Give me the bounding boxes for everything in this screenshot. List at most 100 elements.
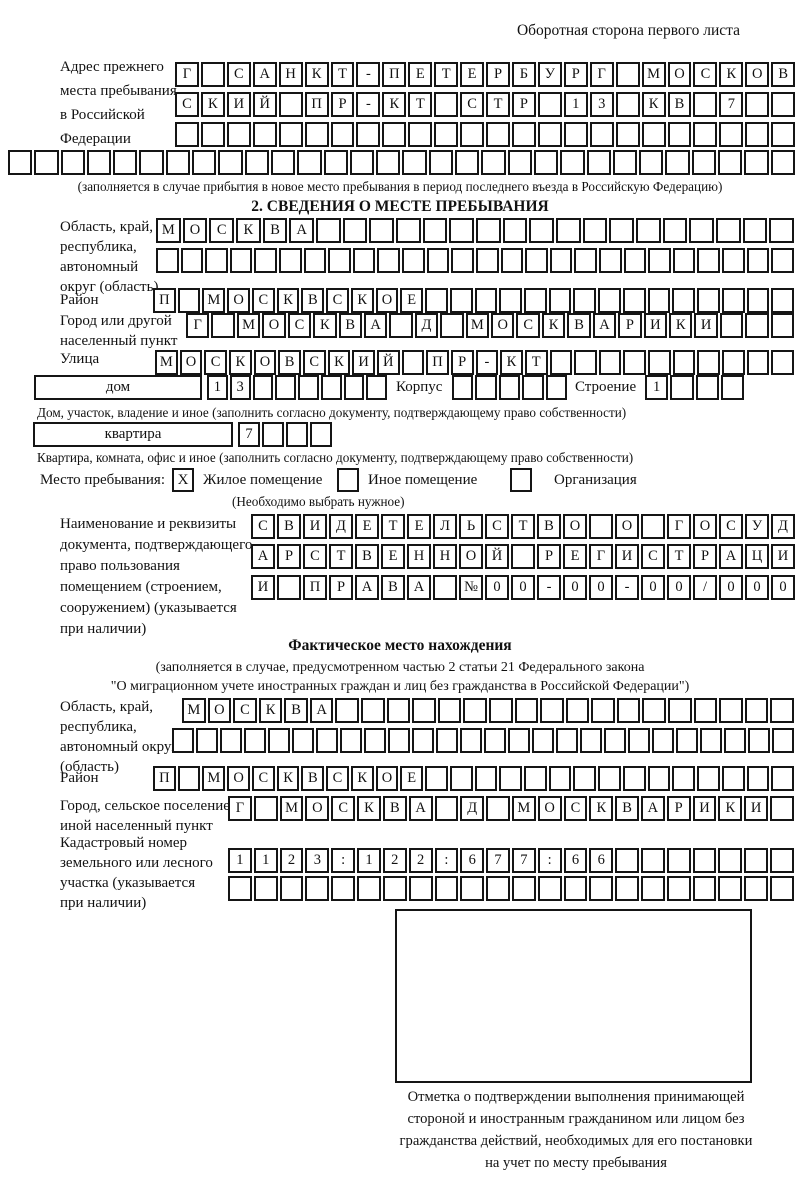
char-cell[interactable]: М (511, 796, 536, 821)
char-cell[interactable]: Й (485, 544, 509, 569)
char-cell[interactable]: С (233, 698, 257, 723)
char-cell[interactable] (252, 375, 274, 400)
char-cell[interactable]: Д (771, 514, 795, 539)
char-cell[interactable]: И (251, 575, 275, 600)
char-cell[interactable] (771, 92, 796, 117)
char-cell[interactable] (770, 796, 794, 821)
char-cell[interactable]: 1 (207, 375, 228, 400)
char-cell[interactable] (484, 728, 506, 753)
char-cell[interactable]: Р (277, 544, 301, 569)
char-cell[interactable]: К (350, 288, 374, 313)
char-cell[interactable]: О (179, 350, 203, 375)
char-cell[interactable]: У (537, 62, 562, 87)
char-cell[interactable] (537, 92, 562, 117)
char-cell[interactable] (573, 766, 597, 791)
char-cell[interactable] (724, 728, 746, 753)
char-cell[interactable]: А (641, 796, 665, 821)
char-cell[interactable]: М (236, 313, 261, 338)
char-cell[interactable] (560, 150, 585, 175)
char-cell[interactable] (746, 350, 770, 375)
char-cell[interactable] (548, 288, 572, 313)
char-cell[interactable] (522, 375, 544, 400)
char-cell[interactable]: Т (524, 350, 548, 375)
char-cell[interactable] (449, 288, 473, 313)
char-cell[interactable]: Г (228, 796, 252, 821)
char-cell[interactable] (647, 766, 671, 791)
char-cell[interactable] (598, 350, 622, 375)
char-cell[interactable]: С (460, 92, 485, 117)
char-cell[interactable] (298, 375, 319, 400)
char-cell[interactable] (460, 728, 482, 753)
char-cell[interactable]: А (309, 698, 334, 723)
char-cell[interactable] (422, 218, 448, 243)
char-cell[interactable]: О (182, 218, 208, 243)
char-cell[interactable] (670, 375, 694, 400)
char-cell[interactable]: Б (511, 62, 536, 87)
char-cell[interactable]: Ь (459, 514, 483, 539)
char-cell[interactable]: 7 (719, 92, 744, 117)
char-cell[interactable] (537, 122, 562, 147)
char-cell[interactable]: К (200, 92, 225, 117)
char-cell[interactable] (720, 375, 744, 400)
char-cell[interactable] (615, 92, 640, 117)
char-cell[interactable] (377, 248, 401, 273)
char-cell[interactable] (382, 122, 407, 147)
char-cell[interactable]: Д (329, 514, 353, 539)
char-cell[interactable]: А (363, 313, 388, 338)
char-cell[interactable] (426, 248, 450, 273)
char-cell[interactable] (8, 150, 33, 175)
char-cell[interactable]: К (541, 313, 566, 338)
char-cell[interactable]: В (537, 514, 561, 539)
char-cell[interactable] (292, 728, 314, 753)
char-cell[interactable] (647, 288, 671, 313)
char-cell[interactable] (514, 698, 539, 723)
char-cell[interactable]: И (694, 313, 718, 338)
char-cell[interactable] (565, 698, 590, 723)
char-cell[interactable]: Т (486, 92, 510, 117)
char-cell[interactable]: В (382, 796, 407, 821)
char-cell[interactable] (486, 122, 510, 147)
char-cell[interactable] (770, 848, 794, 873)
char-cell[interactable] (320, 375, 342, 400)
char-cell[interactable]: В (284, 698, 308, 723)
char-cell[interactable] (745, 92, 770, 117)
char-cell[interactable]: 0 (719, 575, 743, 600)
char-cell[interactable] (488, 698, 513, 723)
char-cell[interactable] (666, 876, 691, 901)
char-cell[interactable]: 2 (279, 848, 304, 873)
char-cell[interactable] (574, 350, 597, 375)
char-cell[interactable] (113, 150, 138, 175)
char-cell[interactable]: Р (511, 92, 536, 117)
char-cell[interactable] (719, 313, 744, 338)
char-cell[interactable] (722, 350, 745, 375)
char-cell[interactable] (556, 728, 578, 753)
char-cell[interactable] (719, 698, 743, 723)
char-cell[interactable] (460, 876, 485, 901)
char-cell[interactable] (718, 876, 743, 901)
char-cell[interactable]: И (226, 92, 251, 117)
char-cell[interactable] (770, 876, 794, 901)
char-cell[interactable] (771, 766, 795, 791)
char-cell[interactable]: С (287, 313, 312, 338)
char-cell[interactable] (177, 766, 201, 791)
char-cell[interactable]: В (301, 766, 325, 791)
char-cell[interactable]: О (375, 288, 399, 313)
char-cell[interactable]: О (667, 62, 692, 87)
char-cell[interactable] (563, 122, 588, 147)
char-cell[interactable]: К (718, 796, 743, 821)
char-cell[interactable] (460, 122, 485, 147)
char-cell[interactable] (386, 698, 411, 723)
char-cell[interactable] (524, 288, 547, 313)
char-cell[interactable]: А (719, 544, 743, 569)
char-cell[interactable] (722, 248, 745, 273)
char-cell[interactable] (574, 248, 597, 273)
char-cell[interactable] (428, 150, 454, 175)
char-cell[interactable]: Й (252, 92, 277, 117)
char-cell[interactable] (316, 218, 341, 243)
char-cell[interactable]: 0 (745, 575, 769, 600)
char-cell[interactable] (609, 218, 635, 243)
char-cell[interactable]: С (641, 544, 665, 569)
char-cell[interactable] (254, 248, 278, 273)
char-cell[interactable] (639, 150, 664, 175)
char-cell[interactable]: И (692, 796, 717, 821)
